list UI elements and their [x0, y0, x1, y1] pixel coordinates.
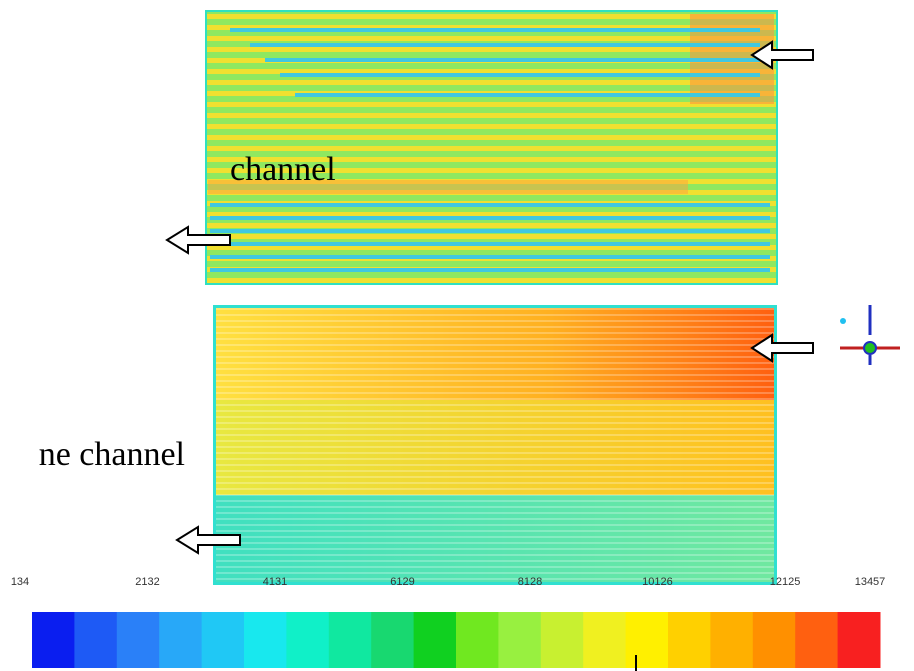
- colorbar-tick-label: 4131: [263, 576, 287, 588]
- top-contour: [205, 10, 778, 285]
- colorbar-segment: [625, 612, 669, 668]
- colorbar-segment: [456, 612, 499, 668]
- colorbar-segment: [74, 612, 118, 668]
- colorbar-tick-label: 10126: [642, 576, 673, 588]
- colorbar-segment: [583, 612, 627, 668]
- colorbar-segment: [837, 612, 881, 668]
- colorbar-segment: [668, 612, 711, 668]
- colorbar-segment: [244, 612, 287, 668]
- colorbar-segment: [795, 612, 839, 668]
- colorbar-segment: [328, 612, 372, 668]
- colorbar-tick-label: 12125: [770, 576, 801, 588]
- bottom-contour: [213, 305, 777, 585]
- label: ne channel: [39, 436, 185, 473]
- axis-triad: [840, 305, 900, 365]
- label: channel: [230, 151, 336, 188]
- colorbar-segment: [201, 612, 245, 668]
- colorbar-tick-label: 134: [11, 576, 29, 588]
- colorbar-tick-label: 8128: [518, 576, 542, 588]
- colorbar-segment: [286, 612, 330, 668]
- colorbar-segment: [32, 612, 75, 668]
- colorbar-segment: [159, 612, 203, 668]
- colorbar: 134 2132 4131 6129 8128 10126 12125 13457: [11, 576, 885, 668]
- colorbar-segment: [116, 612, 160, 668]
- colorbar-tick-label: 13457: [855, 576, 886, 588]
- colorbar-segment: [752, 612, 796, 668]
- colorbar-segment: [498, 612, 542, 668]
- colorbar-segment: [413, 612, 457, 668]
- colorbar-segment: [371, 612, 415, 668]
- flow-arrows: [165, 40, 814, 555]
- colorbar-tick-label: 2132: [135, 576, 159, 588]
- colorbar-segment: [540, 612, 584, 668]
- colorbar-tick-label: 6129: [390, 576, 414, 588]
- colorbar-segment: [710, 612, 754, 668]
